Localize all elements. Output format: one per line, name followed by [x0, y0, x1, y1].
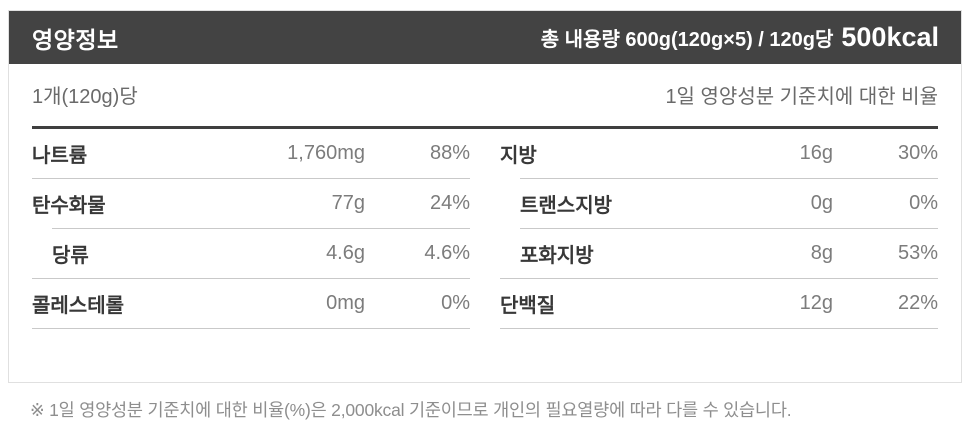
nutrition-column-right: 지방 16g 30% 트랜스지방 0g 0% 포화지방 8g 53% — [500, 129, 938, 329]
nutrient-amount: 4.6g — [326, 242, 365, 264]
total-content-info: 총 내용량 600g(120g×5) / 120g당 500kcal — [541, 22, 939, 53]
nutrition-row-saturatedfat: 포화지방 8g 53% — [500, 229, 938, 278]
nutrient-percent: 30% — [897, 142, 938, 164]
nutrition-header: 영양정보 총 내용량 600g(120g×5) / 120g당 500kcal — [9, 11, 961, 64]
nutrition-content: 1개(120g)당 1일 영양성분 기준치에 대한 비율 나트륨 1,760mg… — [9, 64, 961, 329]
nutrition-row-sugars: 당류 4.6g 4.6% — [32, 229, 470, 278]
nutrient-label: 트랜스지방 — [520, 195, 612, 217]
nutrient-amount: 16g — [799, 142, 833, 164]
serving-subheader: 1개(120g)당 1일 영양성분 기준치에 대한 비율 — [32, 80, 938, 108]
thick-rule — [32, 126, 938, 129]
daily-value-caption: 1일 영양성분 기준치에 대한 비율 — [665, 86, 938, 108]
calories-value: 500kcal — [841, 22, 939, 52]
nutrient-percent: 0% — [909, 192, 938, 214]
nutrition-row-fat: 지방 16g 30% — [500, 129, 938, 178]
nutrient-label: 지방 — [500, 145, 537, 167]
nutrient-label: 포화지방 — [520, 245, 594, 267]
nutrition-table: 나트륨 1,760mg 88% 탄수화물 77g 24% 당류 4.6g 4.6… — [32, 129, 938, 329]
nutrition-title: 영양정보 — [32, 26, 119, 53]
nutrient-percent: 0% — [441, 292, 470, 314]
nutrient-label: 탄수화물 — [32, 195, 106, 217]
column-bottom-rule — [500, 328, 938, 329]
row-separator-indented — [520, 178, 938, 179]
row-separator-indented — [520, 228, 938, 229]
nutrition-row-carbohydrate: 탄수화물 77g 24% — [32, 179, 470, 228]
serving-size-label: 1개(120g)당 — [32, 86, 138, 108]
nutrition-label-box: 영양정보 총 내용량 600g(120g×5) / 120g당 500kcal … — [8, 10, 962, 383]
nutrition-row-sodium: 나트륨 1,760mg 88% — [32, 129, 470, 178]
nutrient-label: 콜레스테롤 — [32, 295, 124, 317]
nutrition-column-left: 나트륨 1,760mg 88% 탄수화물 77g 24% 당류 4.6g 4.6… — [32, 129, 470, 329]
nutrient-amount: 1,760mg — [287, 142, 365, 164]
nutrition-row-protein: 단백질 12g 22% — [500, 279, 938, 328]
daily-value-footnote: ※ 1일 영양성분 기준치에 대한 비율(%)은 2,000kcal 기준이므로… — [30, 400, 792, 420]
nutrition-row-transfat: 트랜스지방 0g 0% — [500, 179, 938, 228]
nutrient-label: 나트륨 — [32, 145, 88, 167]
nutrient-percent: 22% — [897, 292, 938, 314]
nutrient-amount: 12g — [799, 292, 833, 314]
nutrient-percent: 88% — [429, 142, 470, 164]
nutrient-label: 단백질 — [500, 295, 556, 317]
nutrient-amount: 0g — [810, 192, 833, 214]
nutrient-amount: 0mg — [326, 292, 365, 314]
nutrition-row-cholesterol: 콜레스테롤 0mg 0% — [32, 279, 470, 328]
row-separator — [32, 278, 470, 279]
nutrient-percent: 4.6% — [424, 242, 470, 264]
nutrient-label: 당류 — [52, 245, 89, 267]
column-bottom-rule — [32, 328, 470, 329]
row-separator — [32, 178, 470, 179]
nutrient-amount: 8g — [810, 242, 833, 264]
nutrient-percent: 24% — [429, 192, 470, 214]
nutrient-percent: 53% — [897, 242, 938, 264]
row-separator — [500, 278, 938, 279]
nutrient-amount: 77g — [331, 192, 365, 214]
row-separator-indented — [52, 228, 470, 229]
total-content-text: 총 내용량 600g(120g×5) / 120g당 — [540, 29, 834, 51]
